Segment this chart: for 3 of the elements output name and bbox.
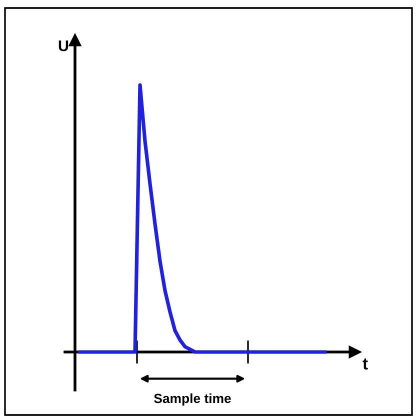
- text: Sample time: [154, 393, 231, 406]
- y-axis-title: U: [58, 40, 68, 52]
- x-axis-title: t: [362, 358, 368, 370]
